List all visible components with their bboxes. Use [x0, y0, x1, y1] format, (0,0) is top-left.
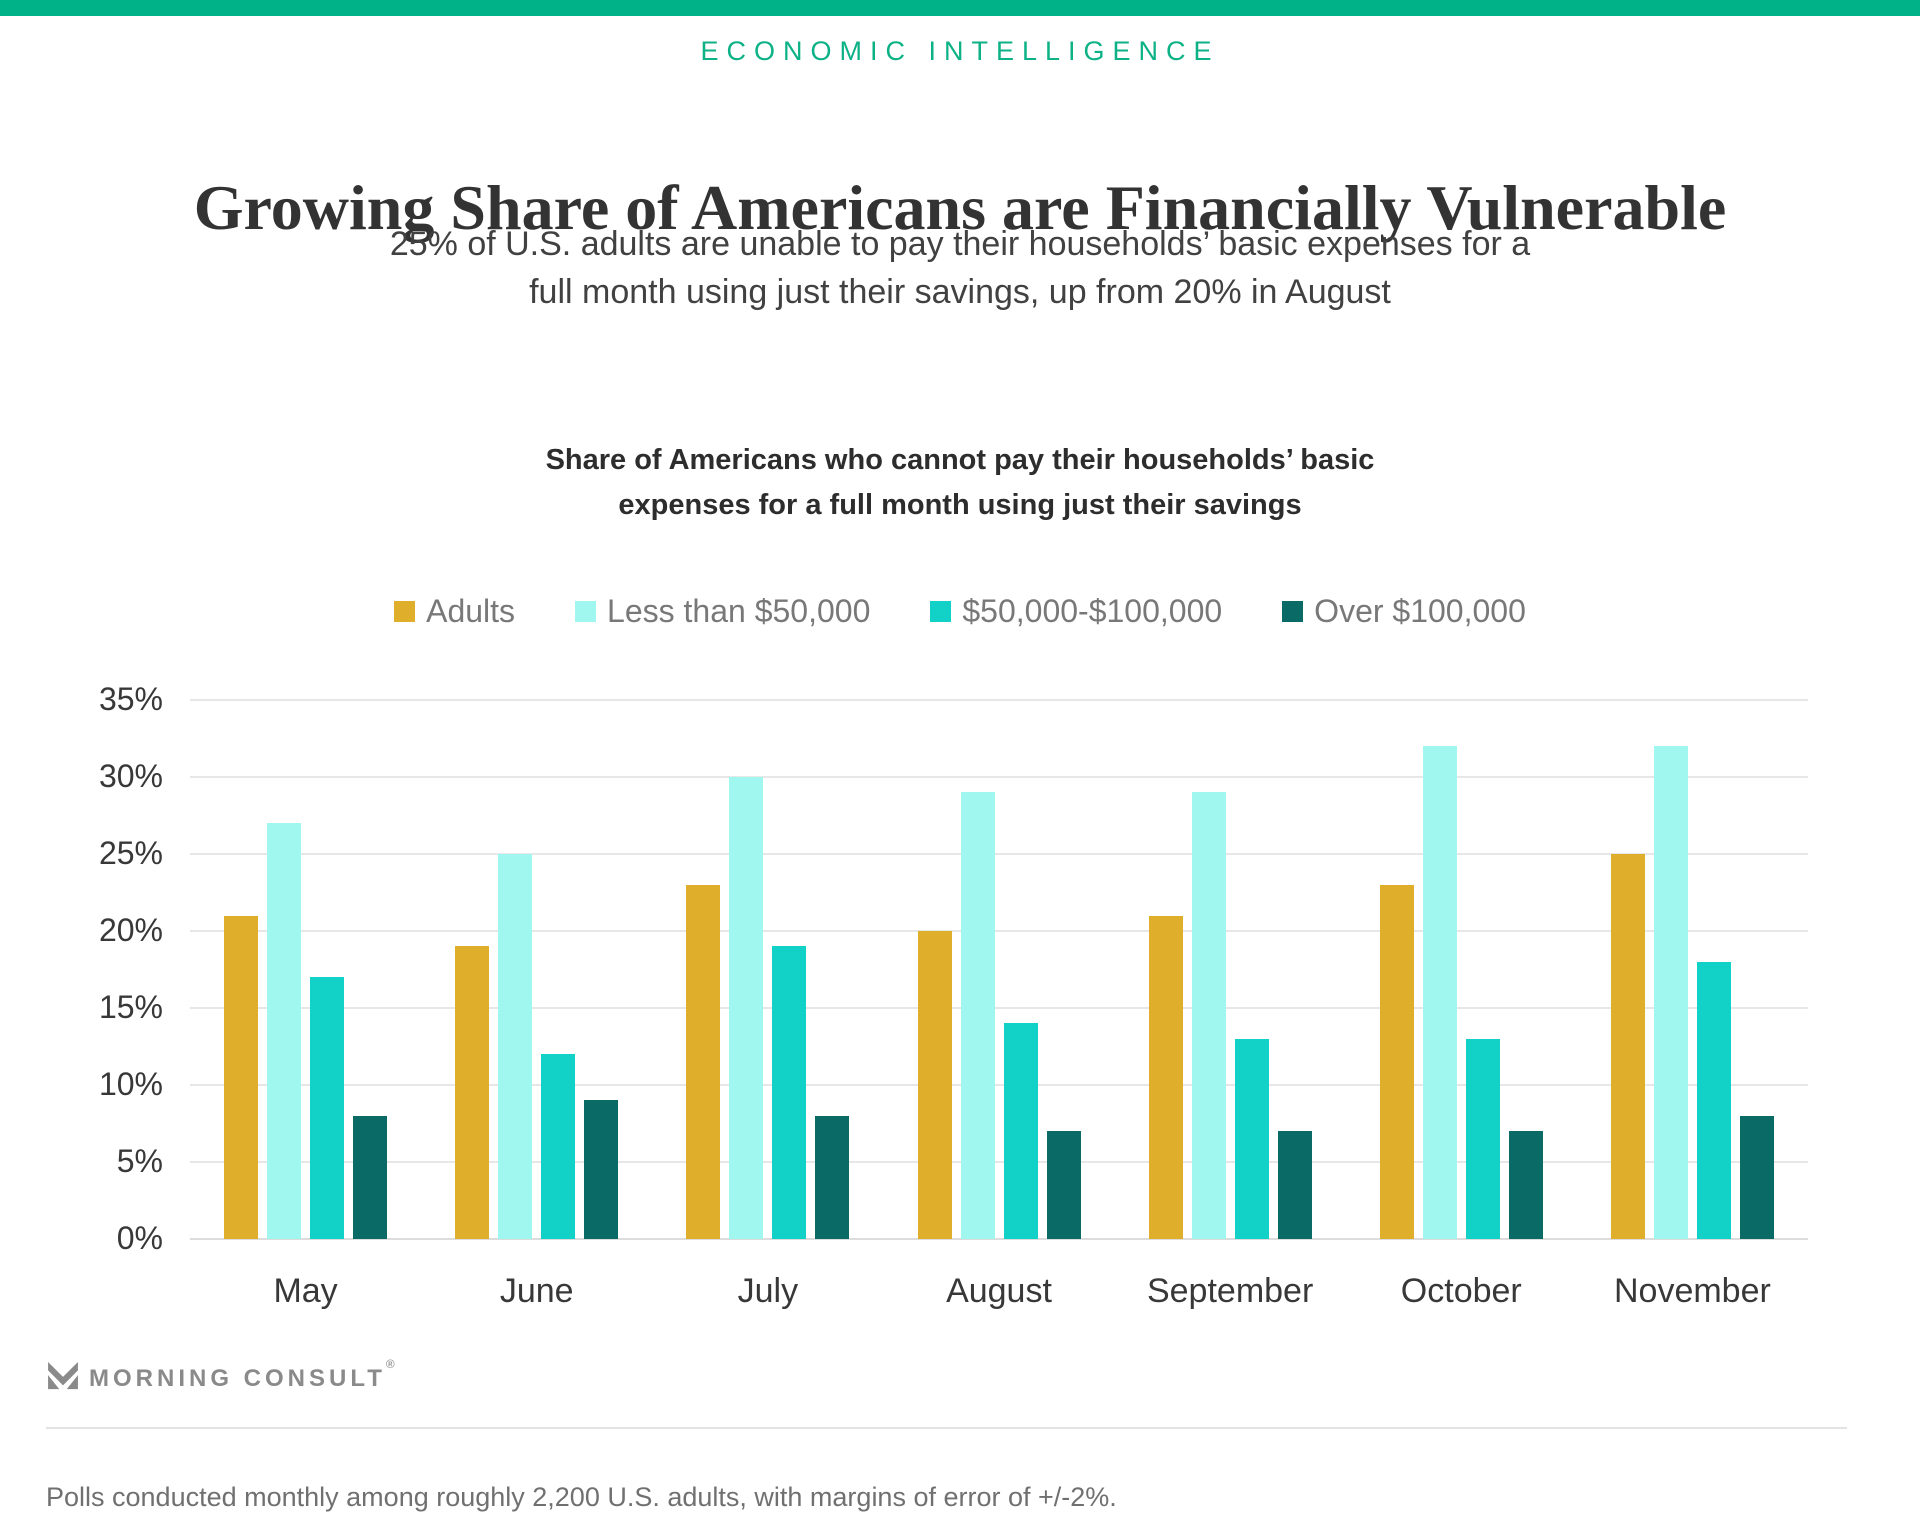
- legend-item-less-than-50-000: Less than $50,000: [575, 593, 870, 630]
- bar-june-less-than-50-000: [498, 854, 532, 1239]
- y-axis-tick-label-35%: 35%: [98, 681, 163, 717]
- morning-consult-m-icon: [48, 1362, 78, 1395]
- chart-title-line-1: Share of Americans who cannot pay their …: [545, 444, 1375, 476]
- registered-mark: ®: [385, 1356, 395, 1371]
- bar-august-50-000-100-000: [1004, 1023, 1038, 1239]
- legend-swatch-icon: [1282, 600, 1304, 622]
- bar-july-over-100-000: [815, 1116, 849, 1239]
- legend-label: Less than $50,000: [607, 592, 871, 629]
- legend-item-50-000-100-000: $50,000-$100,000: [930, 593, 1222, 630]
- legend-label: Over $100,000: [1314, 592, 1526, 629]
- y-axis-tick-label-5%: 5%: [116, 1143, 163, 1179]
- bar-june-over-100-000: [584, 1100, 618, 1239]
- bar-june-adults: [455, 946, 489, 1239]
- bar-july-50-000-100-000: [772, 946, 806, 1239]
- bar-october-less-than-50-000: [1423, 746, 1457, 1239]
- x-axis-label-may: May: [273, 1272, 338, 1310]
- page-subtitle-line-2: full month using just their savings, up …: [529, 273, 1391, 311]
- bar-september-less-than-50-000: [1192, 792, 1226, 1239]
- bar-may-adults: [224, 916, 258, 1239]
- bar-october-50-000-100-000: [1466, 1039, 1500, 1239]
- legend-item-over-100-000: Over $100,000: [1282, 593, 1526, 630]
- bar-august-adults: [918, 931, 952, 1239]
- page-title: Growing Share of Americans are Financial…: [193, 171, 1727, 243]
- gridline-10%: [190, 1084, 1808, 1086]
- bar-october-adults: [1380, 885, 1414, 1239]
- gridline-0%: [190, 1238, 1808, 1240]
- chart-title-line-2: expenses for a full month using just the…: [618, 489, 1302, 521]
- chart-title: Share of Americans who cannot pay their …: [0, 438, 1920, 528]
- brand-name: MORNING CONSULT®: [89, 1356, 395, 1392]
- bar-may-50-000-100-000: [310, 977, 344, 1239]
- gridline-25%: [190, 853, 1808, 855]
- bar-august-over-100-000: [1047, 1131, 1081, 1239]
- gridline-20%: [190, 930, 1808, 932]
- x-axis-label-november: November: [1613, 1272, 1771, 1310]
- footer-divider: [46, 1427, 1847, 1429]
- bar-may-over-100-000: [353, 1116, 387, 1239]
- bar-september-adults: [1149, 916, 1183, 1239]
- gridline-15%: [190, 1007, 1808, 1009]
- page-subtitle-line-1: 25% of U.S. adults are unable to pay the…: [389, 225, 1531, 263]
- bar-may-less-than-50-000: [267, 823, 301, 1239]
- bar-november-adults: [1611, 854, 1645, 1239]
- bar-october-over-100-000: [1509, 1131, 1543, 1239]
- legend-label: $50,000-$100,000: [962, 592, 1223, 629]
- x-axis-label-october: October: [1400, 1272, 1522, 1310]
- y-axis-tick-label-20%: 20%: [98, 912, 163, 948]
- top-accent-bar: [0, 0, 1920, 16]
- gridline-30%: [190, 776, 1808, 778]
- legend-swatch-icon: [930, 600, 952, 622]
- y-axis-tick-label-30%: 30%: [98, 758, 163, 794]
- y-axis-tick-label-15%: 15%: [98, 989, 163, 1025]
- x-axis-label-july: July: [737, 1272, 799, 1310]
- gridline-35%: [190, 699, 1808, 701]
- gridline-5%: [190, 1161, 1808, 1163]
- legend-label: Adults: [426, 592, 516, 629]
- bar-november-50-000-100-000: [1697, 962, 1731, 1239]
- eyebrow-label: ECONOMIC INTELLIGENCE: [700, 36, 1220, 66]
- legend-swatch-icon: [394, 600, 416, 622]
- bar-july-adults: [686, 885, 720, 1239]
- page-subtitle: 25% of U.S. adults are unable to pay the…: [0, 220, 1920, 316]
- bar-november-over-100-000: [1740, 1116, 1774, 1239]
- bar-september-50-000-100-000: [1235, 1039, 1269, 1239]
- bar-july-less-than-50-000: [729, 777, 763, 1239]
- legend-item-adults: Adults: [394, 593, 515, 630]
- footnote: Polls conducted monthly among roughly 2,…: [46, 1482, 1117, 1512]
- chart-legend: Adults Less than $50,000 $50,000-$100,000 O…: [0, 588, 1920, 634]
- bar-august-less-than-50-000: [961, 792, 995, 1239]
- x-axis-label-june: June: [499, 1272, 574, 1310]
- x-axis-label-august: August: [946, 1272, 1052, 1310]
- y-axis-tick-label-0%: 0%: [116, 1220, 163, 1256]
- bar-september-over-100-000: [1278, 1131, 1312, 1239]
- bar-june-50-000-100-000: [541, 1054, 575, 1239]
- y-axis-tick-label-25%: 25%: [98, 835, 163, 871]
- bar-november-less-than-50-000: [1654, 746, 1688, 1239]
- legend-swatch-icon: [575, 600, 597, 622]
- y-axis-tick-label-10%: 10%: [98, 1066, 163, 1102]
- morning-consult-logo: MORNING CONSULT®: [48, 1356, 395, 1395]
- x-axis-label-september: September: [1146, 1272, 1314, 1310]
